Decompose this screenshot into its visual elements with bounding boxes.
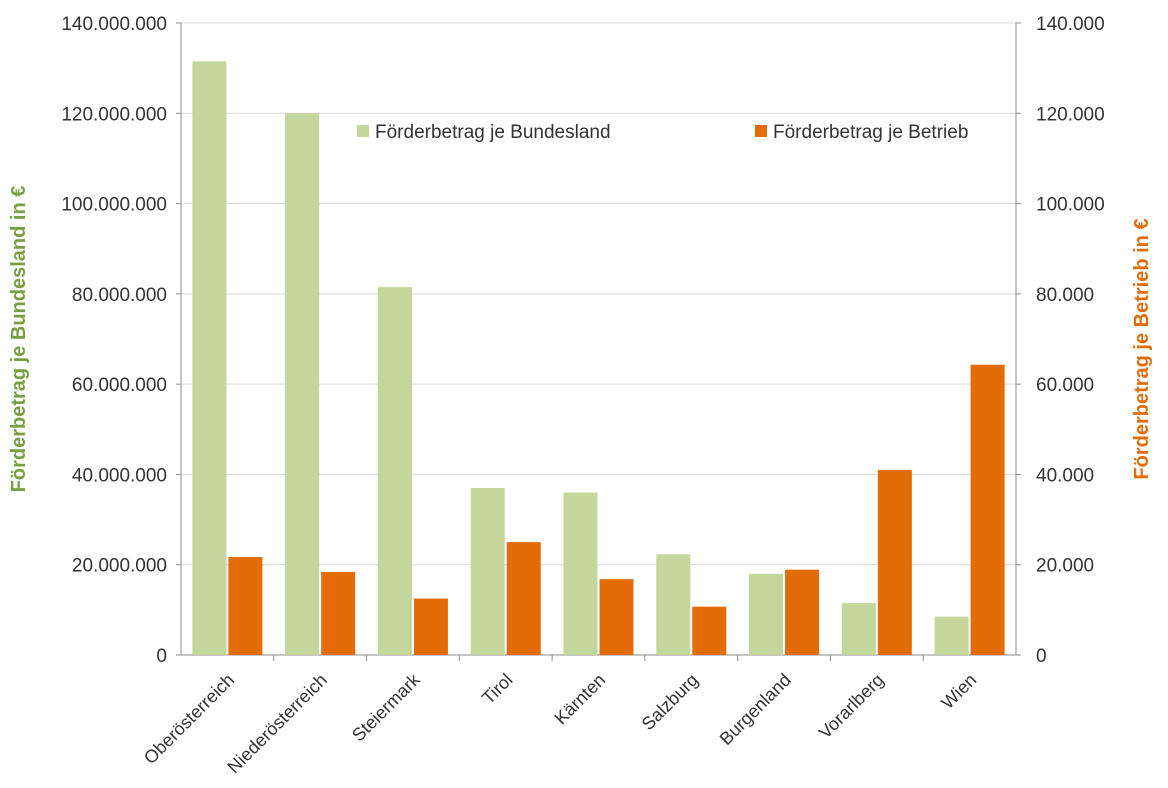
left-tick-label: 100.000.000 xyxy=(61,195,167,216)
category-label: Steiermark xyxy=(348,669,424,745)
legend-label-betrieb: Förderbetrag je Betrieb xyxy=(773,122,968,143)
legend-swatch-betrieb xyxy=(755,125,767,137)
bar-betrieb xyxy=(877,469,912,655)
bar-bundesland xyxy=(285,113,320,656)
bar-betrieb xyxy=(692,606,727,655)
right-tick-label: 60.000 xyxy=(1036,375,1094,396)
category-label: Wien xyxy=(937,670,980,713)
left-axis-title: Förderbetrag je Bundesland in € xyxy=(8,186,30,493)
right-tick-label: 80.000 xyxy=(1036,285,1094,306)
bar-bundesland xyxy=(934,616,969,655)
bar-betrieb xyxy=(413,598,448,655)
bar-bundesland xyxy=(377,287,412,655)
right-tick-label: 20.000 xyxy=(1036,556,1094,577)
left-tick-label: 0 xyxy=(156,646,167,667)
left-tick-label: 20.000.000 xyxy=(72,556,167,577)
category-label: Niederösterreich xyxy=(223,670,331,778)
legend-swatch-bundesland xyxy=(357,125,369,137)
bar-bundesland xyxy=(841,603,876,655)
bar-bundesland xyxy=(563,492,598,655)
left-tick-label: 60.000.000 xyxy=(72,375,167,396)
right-tick-label: 140.000 xyxy=(1036,14,1105,35)
bar-betrieb xyxy=(321,571,356,655)
legend-label-bundesland: Förderbetrag je Bundesland xyxy=(375,122,611,143)
left-tick-label: 80.000.000 xyxy=(72,285,167,306)
right-tick-label: 120.000 xyxy=(1036,104,1105,125)
category-label: Kärnten xyxy=(551,670,610,729)
bar-betrieb xyxy=(228,557,263,655)
left-tick-label: 120.000.000 xyxy=(61,104,167,125)
right-tick-label: 0 xyxy=(1036,646,1047,667)
category-label: Salzburg xyxy=(638,670,702,734)
category-label: Vorarlberg xyxy=(815,670,888,743)
bar-bundesland xyxy=(192,61,227,655)
bar-bundesland xyxy=(656,554,691,655)
bar-bundesland xyxy=(749,573,784,655)
category-label: Burgenland xyxy=(716,670,795,749)
bar-betrieb xyxy=(599,579,634,655)
bar-betrieb xyxy=(970,364,1005,655)
left-tick-label: 40.000.000 xyxy=(72,465,167,486)
bar-betrieb xyxy=(785,569,820,655)
left-tick-label: 140.000.000 xyxy=(61,14,167,35)
category-label: Oberösterreich xyxy=(140,670,238,768)
bar-betrieb xyxy=(506,542,541,655)
bar-bundesland xyxy=(470,487,505,655)
right-tick-label: 40.000 xyxy=(1036,465,1094,486)
right-tick-label: 100.000 xyxy=(1036,195,1105,216)
right-axis-title: Förderbetrag je Betrieb in € xyxy=(1131,218,1153,479)
category-label: Tirol xyxy=(478,670,516,708)
